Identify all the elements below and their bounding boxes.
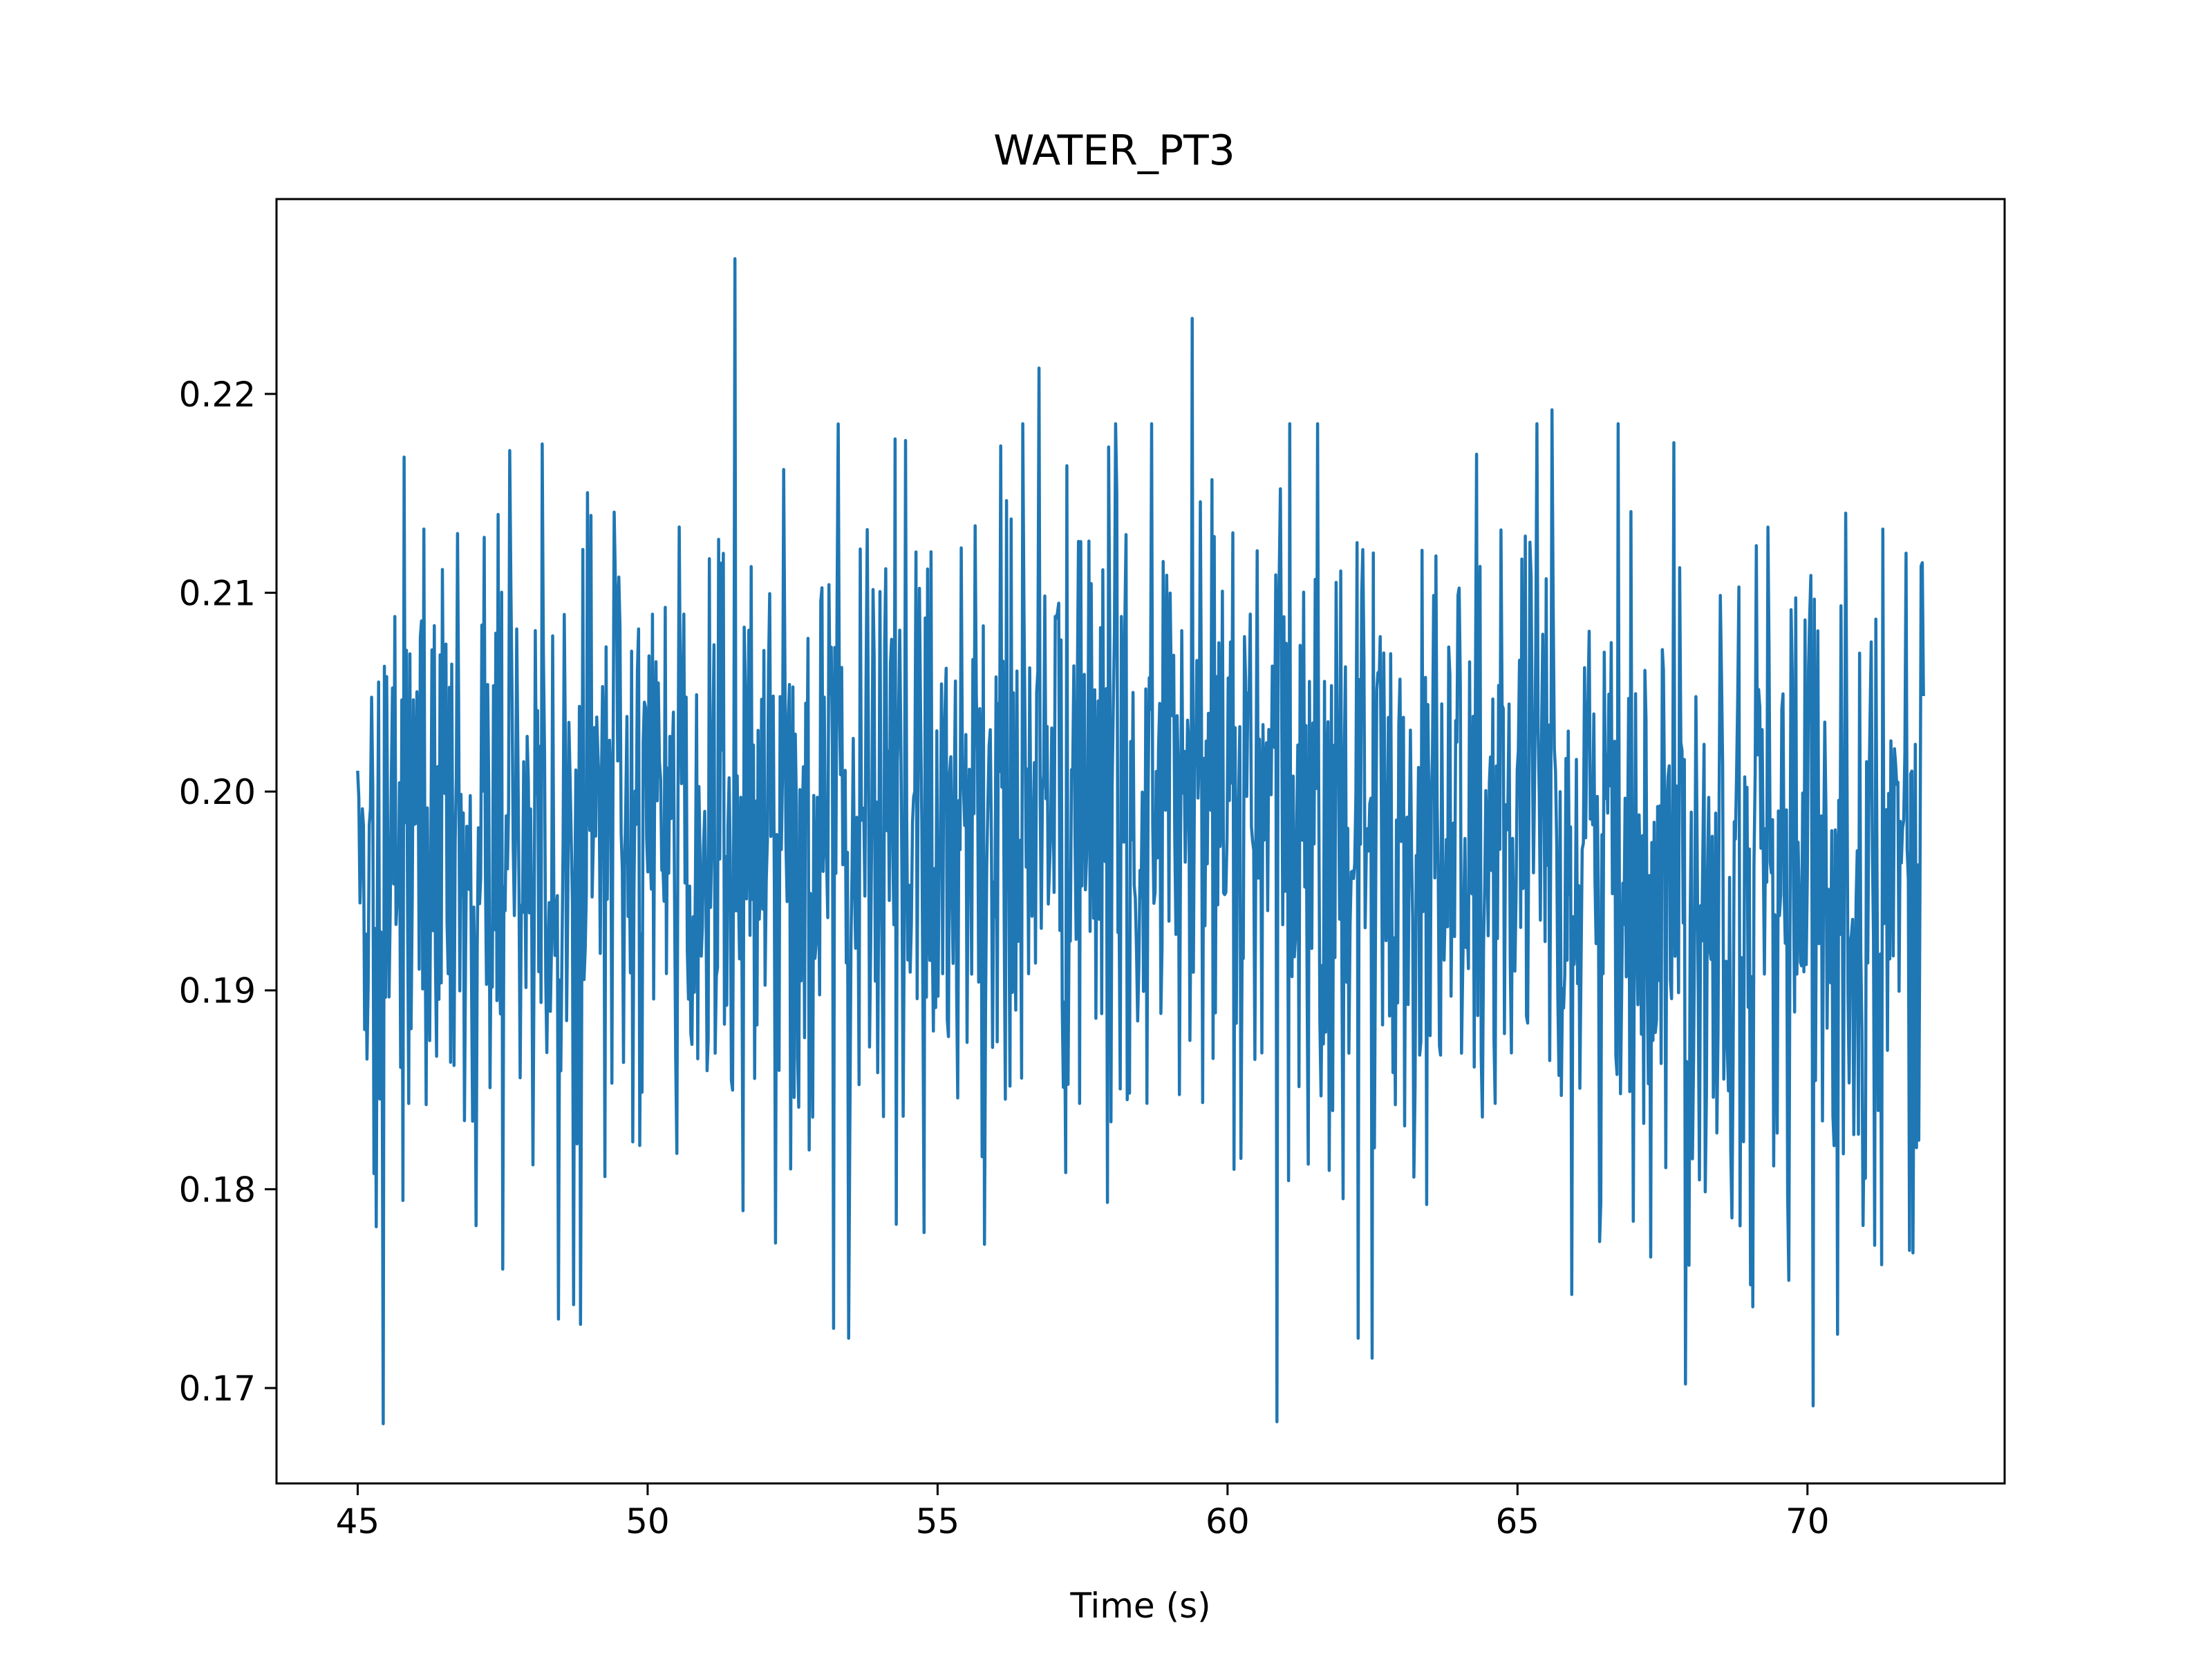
x-tick-label: 65 [1495,1501,1539,1541]
y-tick-label: 0.19 [179,971,256,1011]
plot-area [275,198,2006,1485]
x-tick-label: 55 [916,1501,960,1541]
y-tick-label: 0.21 [179,573,256,613]
x-tick-label: 45 [336,1501,380,1541]
x-axis: 45 50 55 60 65 70 [336,1483,1830,1541]
y-tick-label: 0.17 [179,1369,256,1409]
series-line [356,257,1925,1425]
y-axis: 0.17 0.18 0.19 0.20 0.21 0.22 [179,375,276,1409]
x-axis-label: Time (s) [1069,1586,1210,1626]
x-tick-label: 60 [1206,1501,1250,1541]
x-tick-label: 70 [1785,1501,1830,1541]
y-tick-label: 0.18 [179,1170,256,1210]
y-tick-label: 0.22 [179,375,256,415]
y-tick-label: 0.20 [179,772,256,812]
plot-frame [275,198,2006,1485]
chart-title: WATER_PT3 [993,126,1235,175]
x-tick-label: 50 [626,1501,670,1541]
